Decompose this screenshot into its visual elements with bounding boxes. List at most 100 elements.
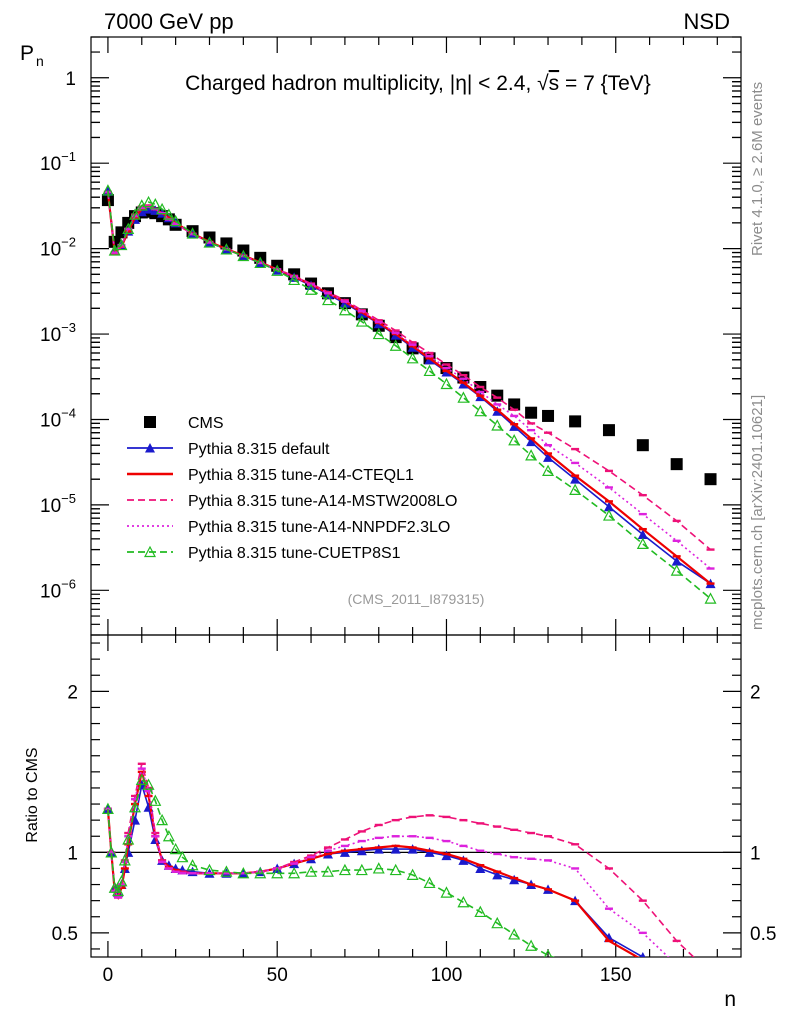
ratio-point-pythia-8-315-tune-cuetp8s1: [525, 939, 538, 951]
main-point-pythia-8-315-tune-cuetp8s1: [491, 419, 504, 431]
main-point-pythia-8-315-default: [526, 436, 537, 447]
ratio-point-pythia-8-315-tune-cuetp8s1: [105, 846, 118, 858]
main-y-tick-label: 10−5: [40, 491, 76, 517]
main-point-pythia-8-315-tune-cuetp8s1: [115, 238, 128, 251]
ratio-point-pythia-8-315-default: [492, 869, 503, 880]
legend-item-pythia-8-315-default: Pythia 8.315 default: [127, 441, 330, 458]
ratio-line-pythia-8-315-tune-cuetp8s1: [107, 778, 555, 957]
ratio-point-pythia-8-315-tune-cuetp8s1: [118, 854, 131, 866]
main-y-tick-label-base: 10: [40, 496, 61, 517]
ratio-point-pythia-8-315-default: [373, 844, 384, 854]
main-point-cms: [670, 458, 683, 471]
ratio-point-pythia-8-315-default: [475, 863, 486, 873]
main-line-pythia-8-315-tune-a14-nnpdf2-3lo: [107, 191, 712, 570]
analysis-id-label: (CMS_2011_I879315): [348, 591, 485, 607]
legend-label-pythia-8-315-tune-cuetp8s1: Pythia 8.315 tune-CUETP8S1: [188, 545, 401, 562]
main-point-pythia-8-315-tune-cuetp8s1: [271, 264, 284, 276]
main-y-tick-label-exponent: −2: [61, 235, 76, 250]
main-y-axis-label-base: P: [20, 42, 34, 65]
ratio-y-tick-label: 1: [67, 843, 78, 864]
main-point-pythia-8-315-tune-cuetp8s1: [101, 184, 114, 196]
legend-item-pythia-8-315-tune-cuetp8s1: Pythia 8.315 tune-CUETP8S1: [127, 545, 401, 562]
legend-item-pythia-8-315-tune-a14-mstw2008lo: Pythia 8.315 tune-A14-MSTW2008LO: [127, 493, 457, 510]
ratio-point-pythia-8-315-tune-cuetp8s1: [115, 875, 128, 887]
ratio-point-pythia-8-315-tune-cuetp8s1: [355, 863, 368, 876]
header-collision-label: 7000 GeV pp: [104, 9, 234, 34]
ratio-point-pythia-8-315-tune-cuetp8s1: [203, 863, 216, 876]
main-y-tick-label: 10−3: [40, 320, 76, 346]
ratio-plot-frame: [90, 634, 742, 958]
main-point-pythia-8-315-tune-cuetp8s1: [220, 243, 233, 255]
main-point-pythia-8-315-tune-cuetp8s1: [423, 364, 436, 377]
legend-item-pythia-8-315-tune-a14-cteql1: Pythia 8.315 tune-A14-CTEQL1: [127, 467, 414, 484]
ratio-point-pythia-8-315-default: [441, 850, 452, 861]
main-point-pythia-8-315-tune-cuetp8s1: [338, 303, 351, 316]
ratio-y-tick-label-right: 0.5: [750, 924, 776, 945]
legend-marker-cms: [144, 416, 156, 428]
ratio-axis-ticks: 0.5 0.5 1 1 2 2 0 50 100 150: [52, 635, 776, 986]
ratio-point-pythia-8-315-tune-cuetp8s1: [338, 863, 351, 876]
legend-label-pythia-8-315-tune-a14-mstw2008lo: Pythia 8.315 tune-A14-MSTW2008LO: [188, 493, 457, 510]
ratio-point-pythia-8-315-tune-cuetp8s1: [543, 949, 553, 957]
main-point-pythia-8-315-default: [637, 529, 648, 540]
main-point-pythia-8-315-tune-cuetp8s1: [288, 273, 301, 286]
main-point-pythia-8-315-tune-cuetp8s1: [704, 592, 717, 604]
title-sqrt: √: [537, 72, 549, 95]
ratio-point-pythia-8-315-tune-cuetp8s1: [423, 876, 436, 889]
ratio-point-pythia-8-315-tune-cuetp8s1: [176, 850, 189, 863]
ratio-point-pythia-8-315-tune-cuetp8s1: [237, 866, 250, 879]
main-point-cms: [525, 406, 538, 419]
ratio-series-pythia-8-315-tune-a14-cteql1: [103, 770, 640, 957]
ratio-point-pythia-8-315-tune-cuetp8s1: [156, 813, 169, 826]
ratio-point-pythia-8-315-default: [458, 855, 469, 865]
title-suffix: = 7 {TeV}: [559, 72, 651, 95]
main-point-pythia-8-315-tune-cuetp8s1: [108, 244, 121, 256]
ratio-point-pythia-8-315-tune-cuetp8s1: [220, 865, 233, 877]
main-point-pythia-8-315-tune-cuetp8s1: [203, 236, 216, 248]
title-s: s: [549, 72, 560, 95]
ratio-point-pythia-8-315-tune-cuetp8s1: [321, 865, 334, 877]
main-point-pythia-8-315-tune-cuetp8s1: [602, 509, 615, 521]
main-y-tick-label-exponent: −5: [61, 491, 76, 506]
main-y-tick-label-base: 10: [40, 154, 61, 175]
x-tick-label: 100: [431, 965, 463, 986]
ratio-y-tick-label: 2: [67, 682, 78, 703]
x-tick-label: 150: [600, 965, 632, 986]
ratio-point-pythia-8-315-tune-cuetp8s1: [457, 895, 470, 908]
mcplots-reference-label: mcplots.cern.ch [arXiv:2401.10621]: [749, 395, 766, 630]
main-y-tick-label-base: 10: [40, 325, 61, 346]
ratio-point-pythia-8-315-tune-cuetp8s1: [271, 866, 284, 879]
main-plot-title: Charged hadron multiplicity, |η| < 2.4, …: [185, 72, 651, 95]
legend-label-pythia-8-315-tune-a14-cteql1: Pythia 8.315 tune-A14-CTEQL1: [188, 467, 414, 484]
main-y-tick-label: 10−6: [40, 576, 76, 602]
ratio-point-pythia-8-315-default: [509, 874, 520, 885]
main-point-pythia-8-315-tune-cuetp8s1: [149, 198, 162, 210]
main-point-pythia-8-315-default: [671, 556, 682, 566]
ratio-series-pythia-8-315-tune-cuetp8s1: [101, 773, 555, 957]
main-point-pythia-8-315-tune-cuetp8s1: [186, 227, 199, 239]
main-point-pythia-8-315-tune-cuetp8s1: [474, 404, 487, 417]
main-point-pythia-8-315-tune-cuetp8s1: [457, 391, 470, 403]
main-point-pythia-8-315-tune-cuetp8s1: [142, 195, 155, 208]
ratio-point-pythia-8-315-default: [339, 847, 350, 857]
legend-marker-pythia-8-315-tune-cuetp8s1: [144, 545, 156, 558]
main-point-pythia-8-315-default: [509, 421, 520, 431]
x-axis-label: n: [724, 988, 736, 1011]
main-point-pythia-8-315-tune-cuetp8s1: [254, 256, 267, 269]
legend-item-cms: CMS: [144, 415, 224, 432]
main-point-pythia-8-315-tune-cuetp8s1: [406, 352, 419, 364]
ratio-y-tick-label: 0.5: [52, 924, 78, 945]
main-point-pythia-8-315-tune-cuetp8s1: [569, 483, 582, 495]
ratio-point-pythia-8-315-default: [424, 847, 435, 857]
main-point-cms: [636, 439, 649, 452]
ratio-point-pythia-8-315-tune-cuetp8s1: [149, 794, 162, 806]
legend: CMS Pythia 8.315 default Pythia 8.315 tune…: [127, 415, 457, 562]
ratio-point-pythia-8-315-tune-cuetp8s1: [112, 884, 125, 897]
main-point-cms: [704, 473, 717, 486]
ratio-point-pythia-8-315-tune-cuetp8s1: [135, 773, 148, 785]
ratio-y-tick-label-right: 1: [750, 843, 761, 864]
main-y-axis-label-subscript: n: [36, 53, 44, 69]
main-point-cms: [569, 415, 582, 428]
main-y-tick-label-exponent: −4: [61, 405, 76, 420]
